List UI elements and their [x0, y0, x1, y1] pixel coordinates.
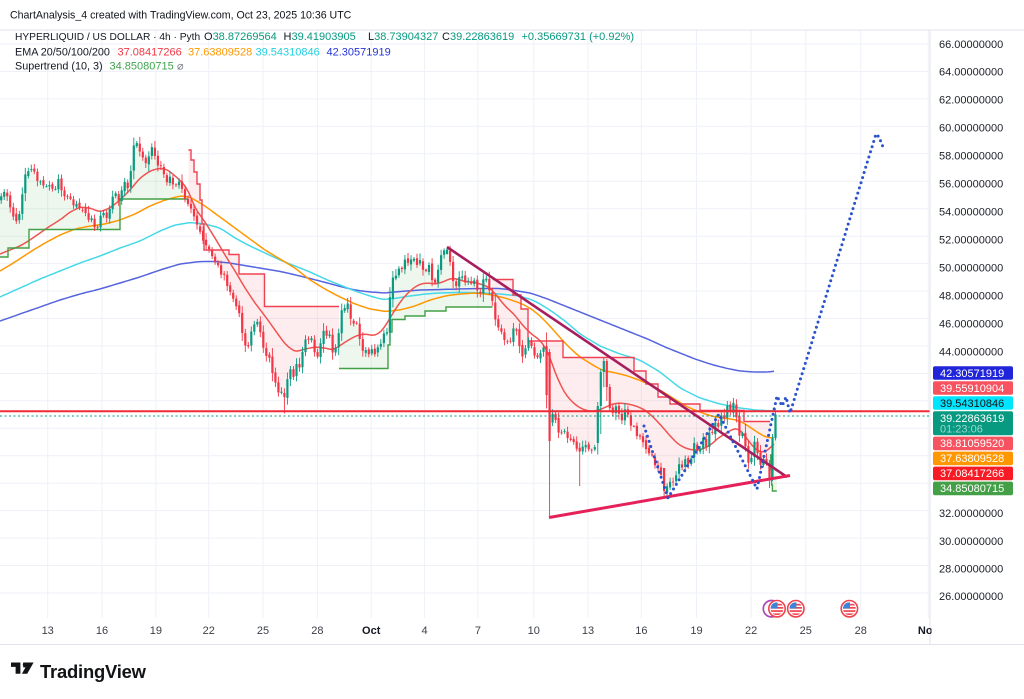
svg-text:64.00000000: 64.00000000	[939, 66, 1003, 78]
svg-text:54.00000000: 54.00000000	[939, 206, 1003, 218]
svg-text:25: 25	[800, 625, 812, 637]
svg-text:60.00000000: 60.00000000	[939, 122, 1003, 134]
svg-text:7: 7	[475, 625, 481, 637]
svg-text:56.00000000: 56.00000000	[939, 178, 1003, 190]
svg-text:28: 28	[311, 625, 323, 637]
svg-text:37.08417266: 37.08417266	[940, 468, 1004, 480]
svg-text:16: 16	[96, 625, 108, 637]
svg-text:46.00000000: 46.00000000	[939, 318, 1003, 330]
svg-text:Oct: Oct	[362, 625, 381, 637]
svg-text:50.00000000: 50.00000000	[939, 262, 1003, 274]
svg-text:42.30571919: 42.30571919	[940, 368, 1004, 380]
svg-text:22: 22	[745, 625, 757, 637]
svg-text:32.00000000: 32.00000000	[939, 508, 1003, 520]
svg-text:66.00000000: 66.00000000	[939, 39, 1003, 51]
svg-text:13: 13	[582, 625, 594, 637]
svg-text:28: 28	[855, 625, 867, 637]
svg-text:22: 22	[203, 625, 215, 637]
svg-text:Supertrend (10, 3)34.85080715⌀: Supertrend (10, 3) 34.85080715 ⌀	[15, 61, 184, 73]
svg-text:16: 16	[635, 625, 647, 637]
svg-text:10: 10	[528, 625, 540, 637]
svg-text:62.00000000: 62.00000000	[939, 94, 1003, 106]
svg-text:TradingView: TradingView	[40, 661, 147, 682]
svg-text:01:23:06: 01:23:06	[940, 423, 983, 435]
svg-text:26.00000000: 26.00000000	[939, 591, 1003, 603]
svg-text:13: 13	[42, 625, 54, 637]
svg-text:44.00000000: 44.00000000	[939, 346, 1003, 358]
svg-text:39.22863619: 39.22863619	[940, 413, 1004, 425]
svg-text:HYPERLIQUID / US DOLLAR · 4h ·: HYPERLIQUID / US DOLLAR · 4h · Pyth O38.8…	[15, 31, 634, 43]
svg-text:4: 4	[422, 625, 428, 637]
svg-text:37.63809528: 37.63809528	[940, 453, 1004, 465]
svg-text:25: 25	[257, 625, 269, 637]
svg-text:19: 19	[150, 625, 162, 637]
svg-text:30.00000000: 30.00000000	[939, 536, 1003, 548]
svg-text:58.00000000: 58.00000000	[939, 150, 1003, 162]
svg-text:39.55910904: 39.55910904	[940, 383, 1004, 395]
svg-text:39.54310846: 39.54310846	[940, 398, 1004, 410]
svg-text:28.00000000: 28.00000000	[939, 563, 1003, 575]
svg-text:38.81059520: 38.81059520	[940, 438, 1004, 450]
svg-text:34.85080715: 34.85080715	[940, 483, 1004, 495]
svg-text:19: 19	[690, 625, 702, 637]
svg-text:52.00000000: 52.00000000	[939, 234, 1003, 246]
svg-text:ChartAnalysis_4 created with T: ChartAnalysis_4 created with TradingView…	[10, 10, 352, 22]
svg-text:48.00000000: 48.00000000	[939, 290, 1003, 302]
